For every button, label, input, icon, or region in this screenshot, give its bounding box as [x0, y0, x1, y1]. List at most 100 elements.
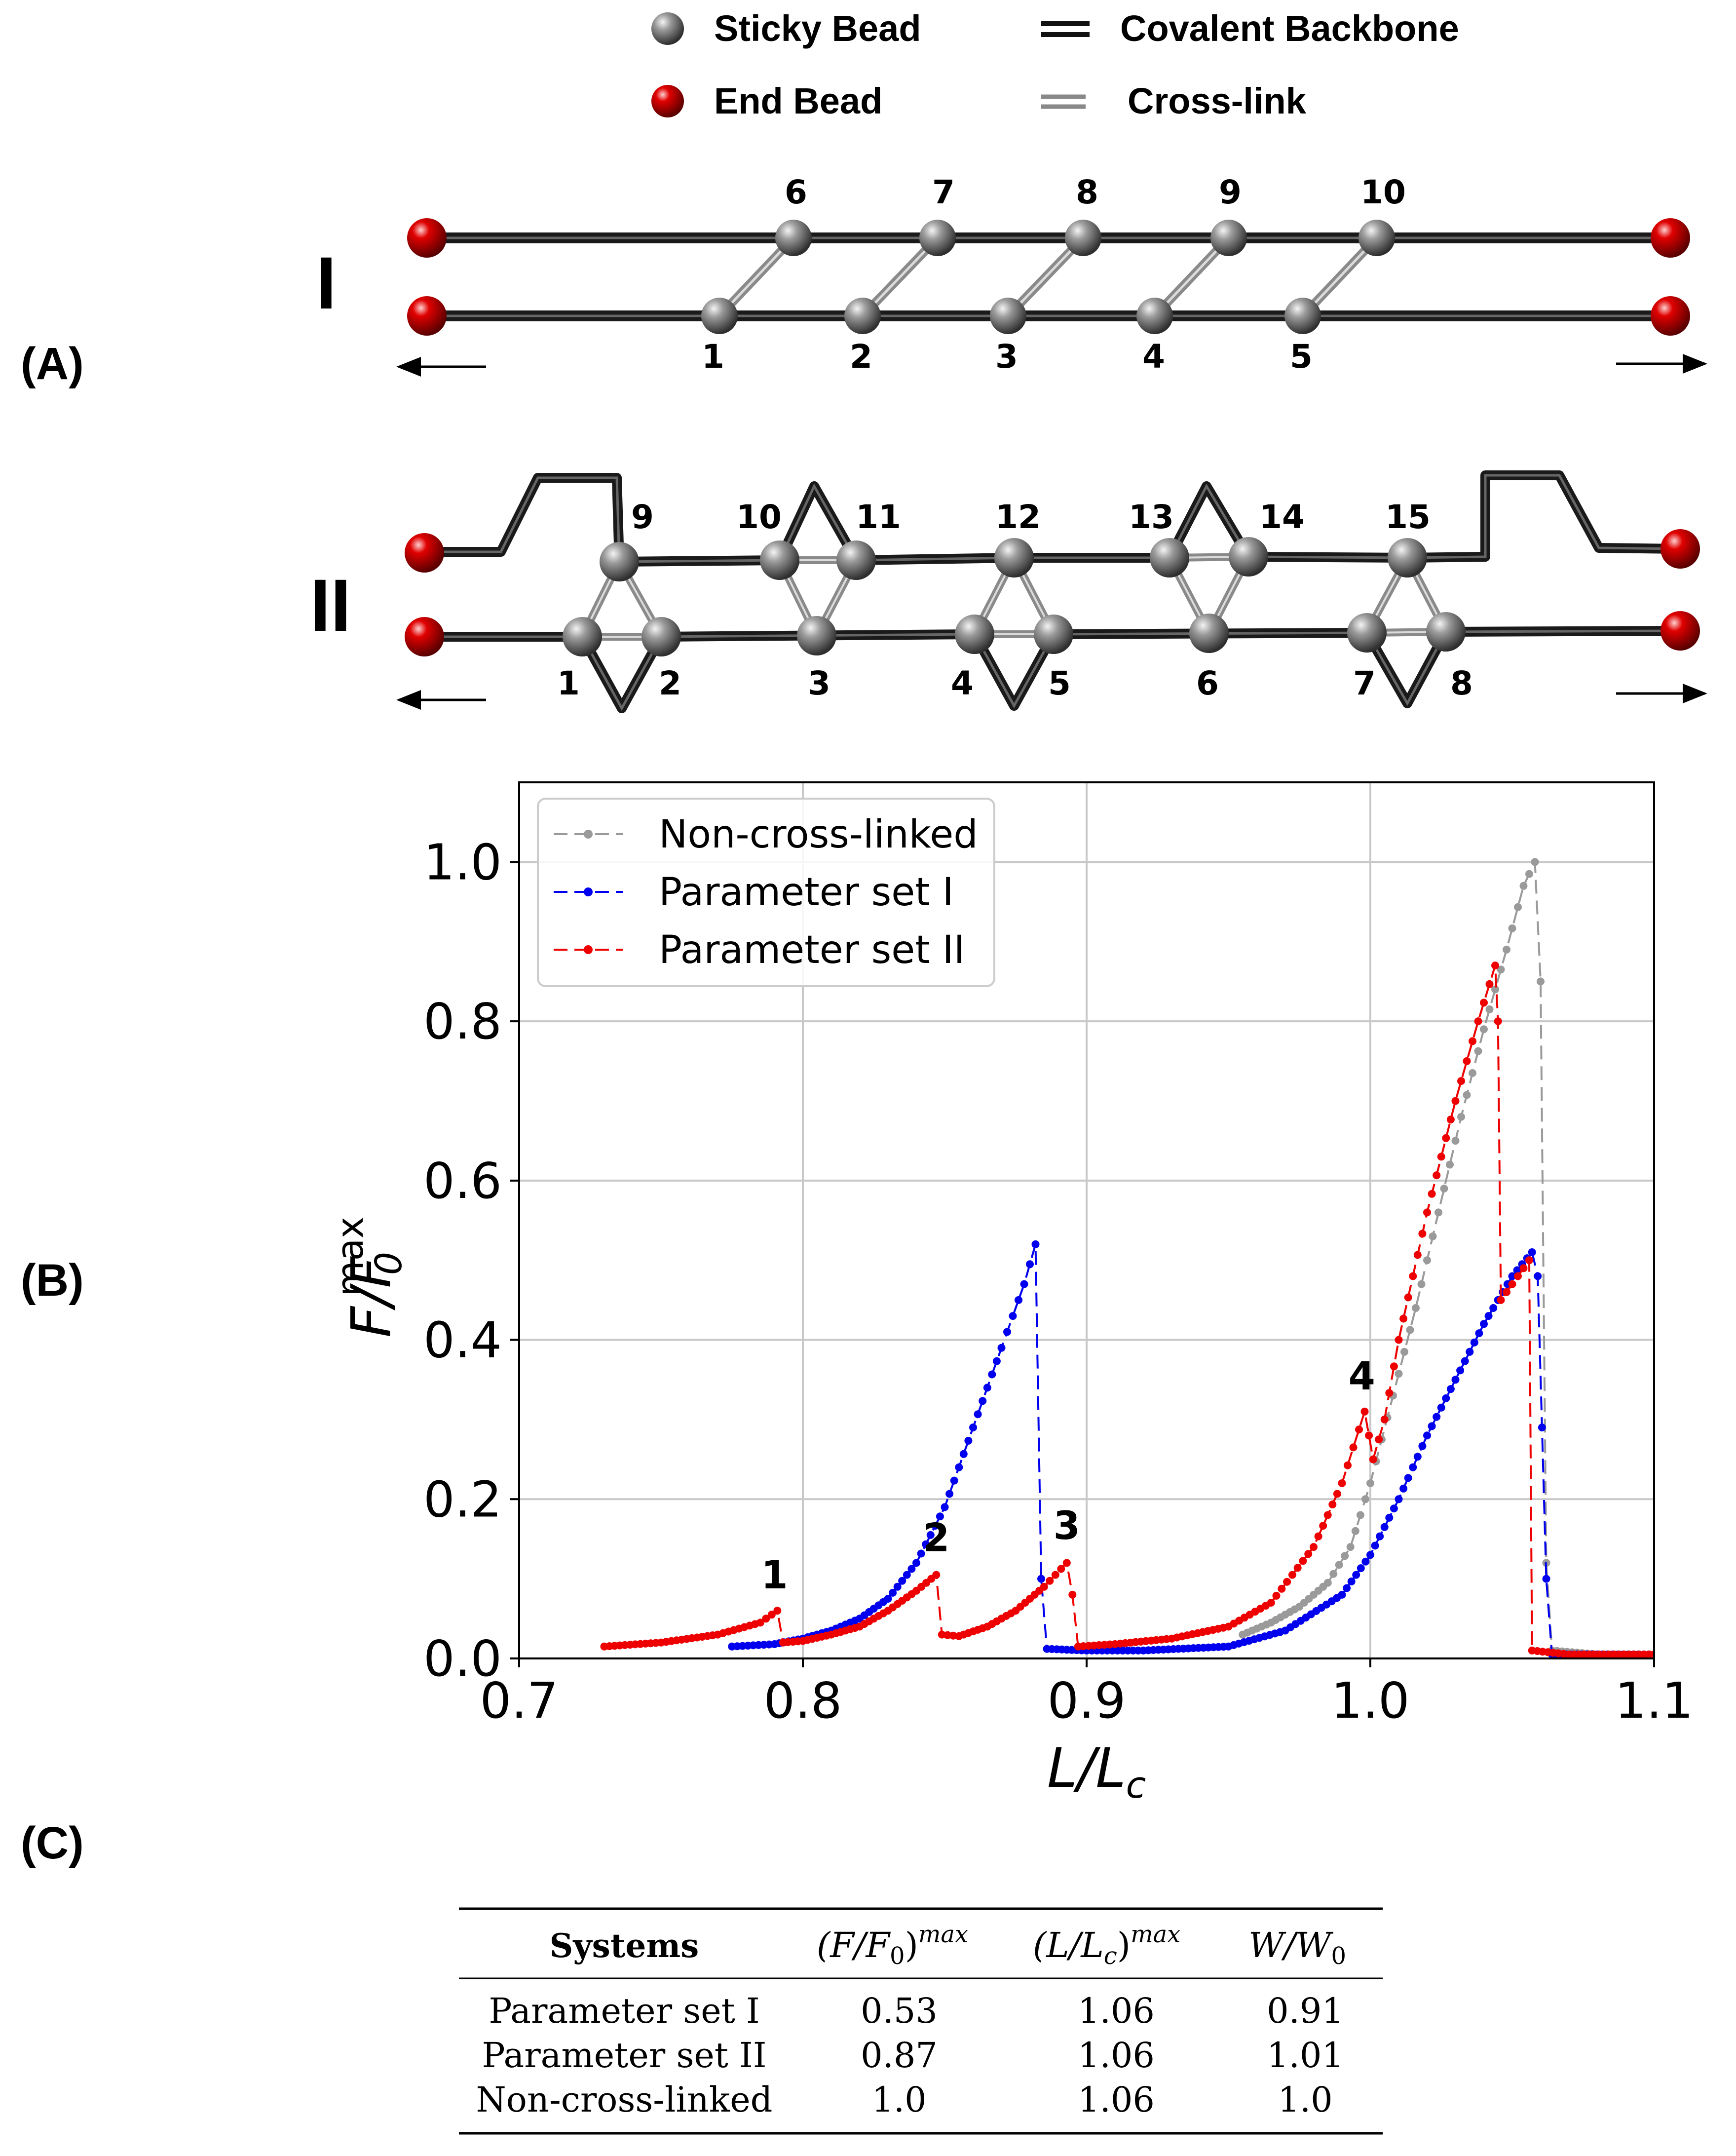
data-point: [1057, 1565, 1065, 1573]
series-line: [732, 1244, 1654, 1656]
legend-swatch-marker: [584, 887, 593, 896]
svg-text:15: 15: [1385, 498, 1431, 536]
data-point: [1442, 1134, 1450, 1142]
legend-covalent-backbone: Covalent Backbone: [1120, 8, 1459, 49]
data-point: [1040, 1582, 1048, 1591]
data-point: [1395, 1495, 1403, 1503]
x-tick-label: 0.8: [763, 1672, 842, 1730]
data-point: [1293, 1564, 1302, 1572]
data-point: [1437, 1153, 1445, 1161]
header-work: W/W0: [1248, 1925, 1346, 1970]
data-point: [1537, 977, 1545, 986]
bead-numbers-I: 6 7 8 9 10 1 2 3 4 5: [702, 173, 1406, 376]
data-point: [762, 1615, 770, 1623]
data-point: [1525, 1256, 1533, 1265]
y-tick-label: 0.0: [423, 1630, 502, 1688]
data-point: [1423, 1431, 1431, 1440]
data-point: [1360, 1407, 1369, 1416]
data-point: [1456, 1366, 1465, 1375]
y-tick-label: 0.2: [423, 1470, 502, 1528]
data-point: [1542, 1575, 1550, 1583]
data-point: [1514, 903, 1522, 911]
data-point: [1446, 1116, 1455, 1124]
data-point: [1323, 1578, 1332, 1587]
data-point: [974, 1410, 982, 1419]
data-point: [1463, 1091, 1471, 1099]
data-point: [884, 1595, 892, 1603]
data-point: [1434, 1208, 1442, 1217]
schematic-structure-II: II: [310, 470, 1707, 713]
x-tick-label: 1.1: [1615, 1672, 1693, 1730]
data-point: [1534, 1272, 1542, 1280]
legend-sticky-bead: Sticky Bead: [714, 8, 921, 49]
data-point: [1514, 1272, 1522, 1280]
legend-box: [537, 798, 995, 987]
peak-label: 3: [1054, 1504, 1080, 1548]
data-point: [1335, 1561, 1343, 1569]
data-point: [1365, 1431, 1373, 1440]
chart-series: [600, 858, 1654, 1658]
legend-entry: Parameter set I: [554, 870, 954, 915]
data-point: [983, 1384, 991, 1392]
data-point: [1278, 1584, 1286, 1593]
legend-entry: Non-cross-linked: [554, 812, 978, 857]
data-point: [1503, 945, 1510, 954]
data-point: [1026, 1260, 1034, 1269]
data-point: [1457, 1077, 1465, 1085]
svg-text:1.06: 1.06: [1078, 2035, 1155, 2076]
svg-text:11: 11: [856, 498, 901, 536]
data-point: [1009, 1312, 1017, 1320]
data-point: [1461, 1357, 1469, 1365]
data-point: [1404, 1293, 1412, 1302]
legend-label: Parameter set II: [659, 928, 965, 972]
data-point: [1310, 1543, 1318, 1551]
header-systems: Systems: [550, 1926, 699, 1965]
data-point: [1442, 1394, 1450, 1402]
data-point: [889, 1588, 897, 1597]
data-point: [893, 1582, 902, 1591]
data-point: [1400, 1348, 1408, 1356]
legend-swatch-marker: [584, 945, 593, 954]
data-point: [1015, 1296, 1022, 1304]
svg-text:2: 2: [850, 338, 872, 376]
series-set-I: [728, 1240, 1654, 1658]
svg-text:9: 9: [1219, 173, 1242, 211]
data-point: [1451, 1097, 1460, 1105]
data-point: [1508, 1280, 1516, 1288]
data-point: [1404, 1474, 1412, 1482]
data-point: [1347, 1578, 1356, 1585]
data-point: [945, 1490, 954, 1498]
data-point: [938, 1630, 946, 1639]
svg-text:10: 10: [1360, 173, 1406, 211]
legend-entry: Parameter set II: [554, 928, 965, 972]
panel-label-a: (A): [21, 339, 84, 389]
data-point: [1475, 1329, 1483, 1338]
schematic-structure-I: I: [316, 173, 1707, 377]
data-point: [1003, 1328, 1011, 1336]
data-point: [1031, 1240, 1040, 1248]
data-point: [1423, 1208, 1431, 1217]
legend-cross-link: Cross-link: [1128, 80, 1307, 121]
chart-annotations: 1 2 3 4: [761, 1354, 1375, 1598]
series-line: [1242, 861, 1654, 1656]
data-point: [1418, 1230, 1427, 1238]
header-l-max: (L/Lc)max: [1033, 1921, 1180, 1970]
svg-text:5: 5: [1048, 664, 1071, 702]
data-point: [1469, 1069, 1476, 1077]
data-point: [1538, 1424, 1546, 1431]
data-point: [949, 1631, 957, 1640]
sticky-beads-I: [701, 220, 1395, 334]
legend-end-bead: End Bead: [714, 80, 882, 121]
svg-text:14: 14: [1259, 498, 1305, 536]
legend-label: Non-cross-linked: [659, 812, 978, 857]
data-point: [1491, 985, 1499, 994]
data-point: [943, 1631, 952, 1639]
data-point: [1343, 1584, 1351, 1592]
data-point: [1412, 1304, 1420, 1312]
data-point: [1451, 1376, 1460, 1384]
series-non-cross-linked: [1239, 858, 1654, 1658]
data-point: [1380, 1523, 1389, 1531]
data-point: [1385, 1513, 1394, 1522]
svg-text:Non-cross-linked: Non-cross-linked: [476, 2079, 773, 2120]
